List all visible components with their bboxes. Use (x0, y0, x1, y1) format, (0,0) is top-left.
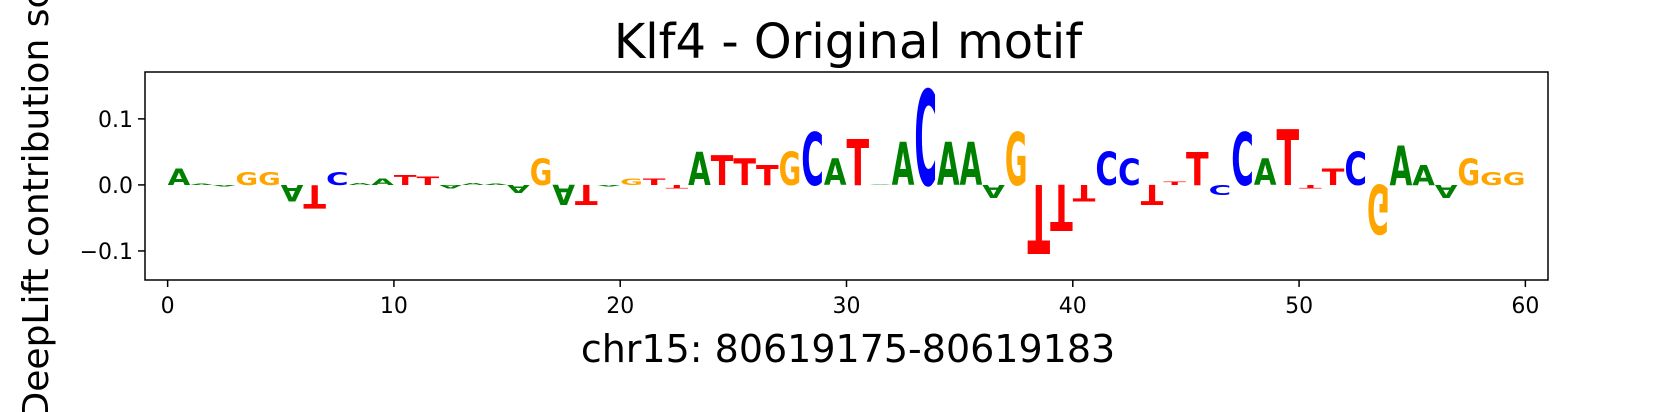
plot-area: A AA G GA T C A AT T A A A A GA T A G TT A T T T G C A T A A C A A A GT T… (168, 65, 1526, 273)
letter: C (1344, 144, 1367, 197)
letter: T (1163, 181, 1186, 186)
letter: T (1186, 144, 1209, 197)
letter: A (1412, 159, 1435, 191)
x-tick-label: 20 (606, 294, 634, 319)
x-axis-label: chr15: 80619175-80619183 (581, 327, 1115, 371)
letter: G (1503, 168, 1526, 189)
x-tick-label: 50 (1285, 294, 1313, 319)
letter: T (1073, 179, 1097, 205)
letter: A (168, 165, 191, 191)
letter: T (1322, 165, 1346, 191)
letter: T (665, 184, 688, 189)
letter: T (1276, 114, 1299, 204)
letter: G (620, 177, 643, 188)
letter: A (281, 179, 304, 205)
letter: A (439, 184, 462, 189)
letter: T (417, 175, 440, 188)
letter: T (303, 177, 326, 214)
x-tick-label: 0 (161, 294, 175, 319)
letter: A (349, 183, 372, 186)
letter: A (982, 181, 1006, 202)
letter: G (530, 151, 553, 193)
letter: T (643, 177, 667, 188)
letter: A (937, 132, 960, 200)
letter: C (1118, 151, 1141, 193)
letter: A (688, 144, 711, 197)
letter: C (326, 168, 349, 189)
letter: T (1299, 184, 1322, 189)
letter: T (394, 172, 417, 188)
letter: T (1050, 170, 1073, 244)
letter: A (1390, 135, 1413, 198)
x-tick-label: 40 (1059, 294, 1087, 319)
letter: A (462, 183, 485, 186)
y-axis-label: DeepLift contribution score (16, 0, 57, 412)
letter: G (779, 144, 802, 197)
letter: G (236, 168, 259, 189)
letter: A (371, 177, 395, 188)
letter: T (1141, 178, 1164, 210)
letter: A (552, 178, 575, 210)
letter: C (801, 120, 824, 204)
letter: A (1254, 151, 1277, 193)
letter: A (824, 151, 847, 193)
letter: A (484, 183, 507, 185)
x-tick-label: 10 (380, 294, 408, 319)
letter: T (756, 159, 779, 191)
letter: A (190, 183, 213, 185)
y-tick-label: 0.0 (98, 174, 133, 199)
x-tick-label: 60 (1511, 294, 1539, 319)
letter: C (914, 65, 937, 217)
letter: G (258, 168, 281, 189)
letter: A (213, 184, 236, 186)
letter: A (507, 182, 530, 194)
letter: G (1457, 151, 1480, 193)
letter: T (1028, 162, 1051, 273)
x-tick-label: 30 (833, 294, 861, 319)
letter: A (869, 184, 892, 185)
letter: T (847, 126, 870, 200)
letter: C (1231, 120, 1254, 204)
chart-title: Klf4 - Original motif (614, 14, 1083, 70)
letter: T (733, 151, 756, 193)
letter: T (711, 149, 734, 196)
y-tick-label: −0.1 (80, 240, 133, 265)
letter: G (1367, 168, 1390, 247)
letter: G (1480, 168, 1503, 189)
letter: A (1435, 181, 1459, 202)
letter: G (1005, 120, 1028, 204)
y-tick-label: 0.1 (98, 108, 133, 133)
letter: C (1095, 144, 1118, 197)
letter: C (1209, 181, 1232, 197)
letter: A (892, 132, 915, 200)
letter: T (575, 178, 598, 210)
letter: A (960, 132, 983, 200)
letter: A (598, 184, 621, 186)
